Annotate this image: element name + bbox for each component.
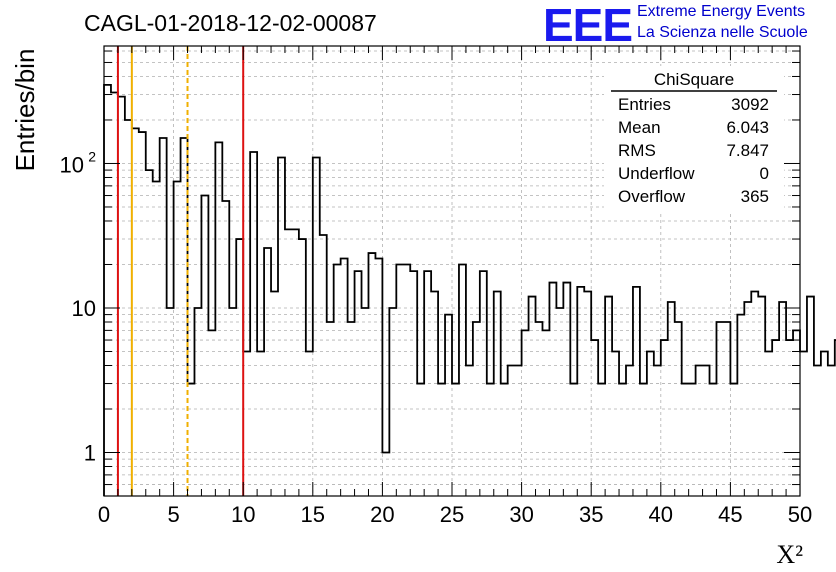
stats-value-underflow: 0 xyxy=(760,164,769,183)
x-tick-label: 0 xyxy=(98,502,110,527)
y-tick-label: 1 xyxy=(84,440,96,465)
x-tick-label: 10 xyxy=(231,502,255,527)
y-tick-label: 10 xyxy=(72,296,96,321)
run-title: CAGL-01-2018-12-02-00087 xyxy=(84,10,377,36)
eee-logo: EEE xyxy=(543,0,633,51)
logo-tagline-1: Extreme Energy Events xyxy=(637,3,806,20)
y-tick-label-exponent: 2 xyxy=(88,148,96,164)
histogram-outline xyxy=(103,83,836,496)
stats-value-entries: 3092 xyxy=(731,95,769,114)
stats-label-mean: Mean xyxy=(618,118,661,137)
histogram-bars xyxy=(103,83,836,496)
x-axis-title: X² xyxy=(776,540,803,569)
x-tick-label: 15 xyxy=(301,502,325,527)
threshold-markers xyxy=(116,46,245,496)
x-tick-label: 40 xyxy=(649,502,673,527)
stats-value-overflow: 365 xyxy=(741,187,769,206)
y-axis-title: Entries/bin xyxy=(10,49,40,172)
stats-label-rms: RMS xyxy=(618,141,656,160)
x-tick-label: 25 xyxy=(440,502,464,527)
y-tick-label: 10 xyxy=(60,152,84,177)
stats-label-entries: Entries xyxy=(618,95,671,114)
x-tick-label: 5 xyxy=(167,502,179,527)
x-tick-label: 45 xyxy=(718,502,742,527)
stats-title: ChiSquare xyxy=(654,70,734,89)
x-tick-label: 30 xyxy=(509,502,533,527)
stats-label-overflow: Overflow xyxy=(618,187,686,206)
logo-tagline-2: La Scienza nelle Scuole xyxy=(637,24,808,41)
x-tick-label: 35 xyxy=(579,502,603,527)
stats-label-underflow: Underflow xyxy=(618,164,695,183)
x-tick-label: 20 xyxy=(370,502,394,527)
x-tick-label: 50 xyxy=(788,502,812,527)
axis-ticks xyxy=(103,46,801,497)
stats-box: ChiSquare Entries 3092 Mean 6.043 RMS 7.… xyxy=(604,66,784,214)
stats-value-mean: 6.043 xyxy=(726,118,769,137)
stats-value-rms: 7.847 xyxy=(726,141,769,160)
